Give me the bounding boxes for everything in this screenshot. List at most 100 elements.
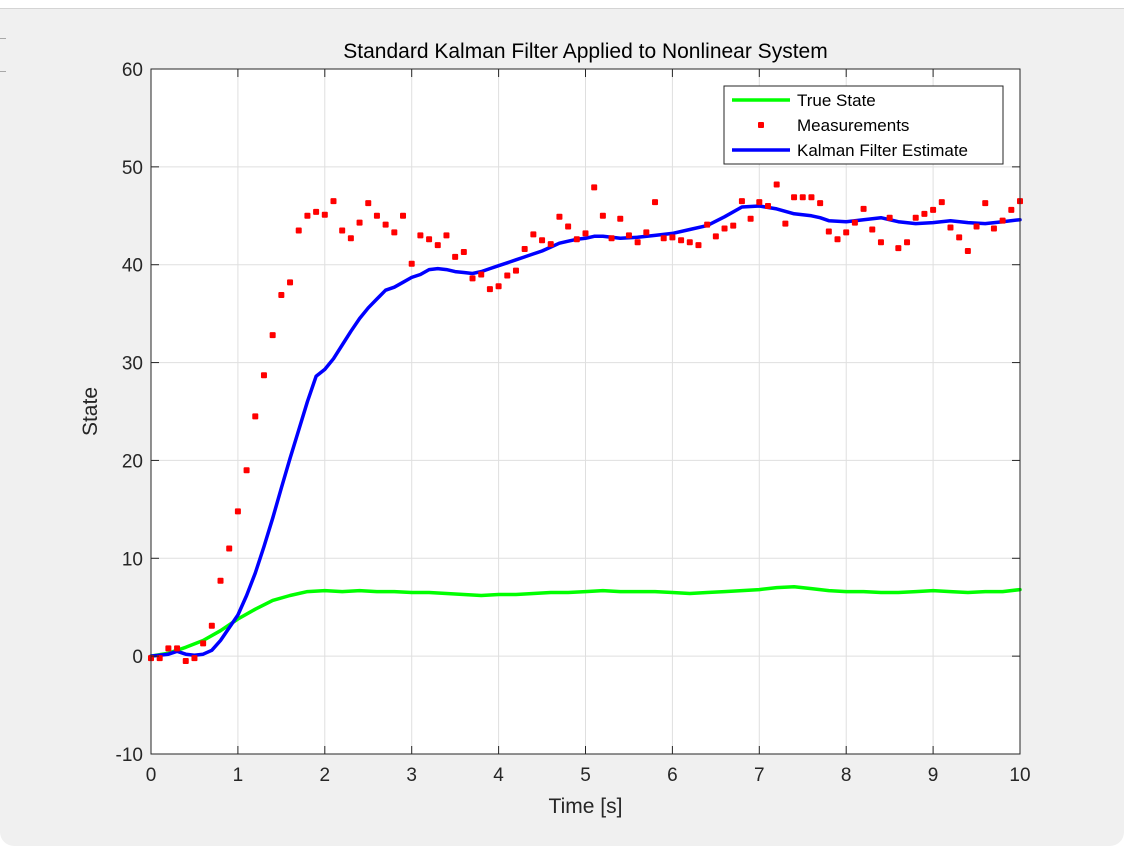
measurement-point bbox=[877, 239, 884, 246]
measurement-point bbox=[686, 239, 693, 246]
measurement-point bbox=[287, 279, 294, 286]
measurement-point bbox=[764, 203, 771, 209]
measurement-point bbox=[964, 248, 971, 255]
measurement-point bbox=[400, 212, 407, 219]
measurement-point bbox=[704, 221, 711, 228]
x-tick-label: 5 bbox=[580, 765, 591, 786]
measurement-point bbox=[408, 260, 415, 267]
measurement-point bbox=[982, 200, 989, 207]
measurement-point bbox=[321, 211, 328, 218]
x-tick-label: 3 bbox=[406, 765, 417, 786]
measurement-point bbox=[851, 219, 858, 226]
series-line-true-state bbox=[149, 584, 1022, 658]
measurement-point bbox=[226, 545, 233, 552]
measurement-point bbox=[556, 213, 563, 220]
measurement-point bbox=[634, 239, 641, 246]
measurement-point bbox=[426, 236, 433, 243]
measurement-point bbox=[652, 199, 659, 206]
measurement-point bbox=[930, 206, 937, 213]
measurement-point bbox=[921, 210, 928, 217]
y-tick-label: 50 bbox=[122, 158, 143, 179]
measurement-point bbox=[539, 237, 546, 244]
legend-label-measurements: Measurements bbox=[797, 116, 909, 135]
measurement-point bbox=[391, 229, 398, 236]
measurement-point bbox=[365, 200, 372, 207]
measurement-point bbox=[234, 508, 241, 515]
measurement-point bbox=[886, 214, 893, 221]
measurement-point bbox=[608, 235, 615, 242]
y-tick-label: 0 bbox=[132, 647, 143, 668]
measurement-point bbox=[730, 222, 737, 229]
window-edge-mark bbox=[0, 38, 6, 39]
measurement-point bbox=[695, 242, 702, 249]
measurement-point bbox=[165, 645, 172, 652]
measurement-point bbox=[843, 229, 850, 236]
y-tick-label: 20 bbox=[122, 451, 143, 472]
measurement-point bbox=[738, 198, 745, 205]
measurement-point bbox=[452, 253, 459, 260]
measurement-point bbox=[799, 194, 806, 201]
window-top-edge bbox=[0, 0, 1124, 9]
measurement-point bbox=[278, 292, 285, 299]
measurement-point bbox=[243, 467, 250, 474]
measurement-point bbox=[373, 212, 380, 219]
legend-label-true-state: True State bbox=[797, 91, 876, 110]
measurement-point bbox=[313, 208, 320, 215]
measurement-point bbox=[599, 212, 606, 219]
measurement-point bbox=[791, 194, 798, 201]
y-tick-label: 60 bbox=[122, 60, 143, 81]
measurement-point bbox=[356, 219, 363, 226]
measurement-point bbox=[174, 645, 181, 652]
measurement-point bbox=[469, 275, 476, 282]
measurement-point bbox=[347, 235, 354, 242]
y-axis-label: State bbox=[79, 387, 102, 436]
measurement-point bbox=[912, 214, 919, 221]
y-tick-label: 10 bbox=[122, 549, 143, 570]
measurement-point bbox=[582, 230, 589, 237]
legend-label-kalman-filter-estimate: Kalman Filter Estimate bbox=[797, 141, 968, 160]
measurement-point bbox=[200, 640, 207, 647]
measurement-point bbox=[512, 267, 519, 274]
window-edge-mark bbox=[0, 71, 6, 72]
x-tick-label: 2 bbox=[320, 765, 331, 786]
measurement-point bbox=[530, 231, 537, 238]
measurement-point bbox=[617, 215, 624, 222]
measurement-point bbox=[973, 223, 980, 230]
x-tick-label: 8 bbox=[841, 765, 852, 786]
measurement-point bbox=[182, 658, 189, 665]
series-line-kalman-filter-estimate bbox=[149, 204, 1022, 658]
measurement-point bbox=[643, 229, 650, 236]
legend[interactable]: True State Measurements Kalman Filter Esti… bbox=[723, 85, 1004, 165]
measurement-point bbox=[434, 242, 441, 249]
measurement-point bbox=[252, 413, 259, 420]
measurement-point bbox=[721, 225, 728, 232]
x-tick-label: 0 bbox=[146, 765, 157, 786]
measurement-point bbox=[817, 200, 824, 207]
measurement-point bbox=[443, 232, 450, 239]
measurement-point bbox=[860, 205, 867, 212]
y-tick-label: 30 bbox=[122, 354, 143, 375]
measurement-point bbox=[712, 233, 719, 240]
measurement-point bbox=[478, 271, 485, 278]
measurement-point bbox=[495, 283, 502, 290]
x-tick-label: 6 bbox=[667, 765, 678, 786]
measurement-point bbox=[565, 223, 572, 230]
measurement-point bbox=[304, 212, 311, 219]
measurement-point bbox=[191, 655, 198, 662]
measurement-point bbox=[521, 246, 528, 253]
measurement-point bbox=[869, 226, 876, 233]
measurement-point bbox=[217, 577, 224, 584]
y-tick-label: 40 bbox=[122, 256, 143, 277]
measurement-point bbox=[330, 198, 337, 205]
measurement-point bbox=[938, 199, 945, 206]
measurement-point bbox=[956, 234, 963, 241]
measurement-point bbox=[669, 234, 676, 241]
measurement-point bbox=[260, 372, 267, 379]
measurement-point bbox=[895, 245, 902, 252]
measurement-point bbox=[573, 236, 580, 243]
measurement-point bbox=[990, 225, 997, 232]
measurement-point bbox=[782, 220, 789, 227]
measurement-point bbox=[773, 181, 780, 188]
measurement-point bbox=[1008, 206, 1015, 213]
